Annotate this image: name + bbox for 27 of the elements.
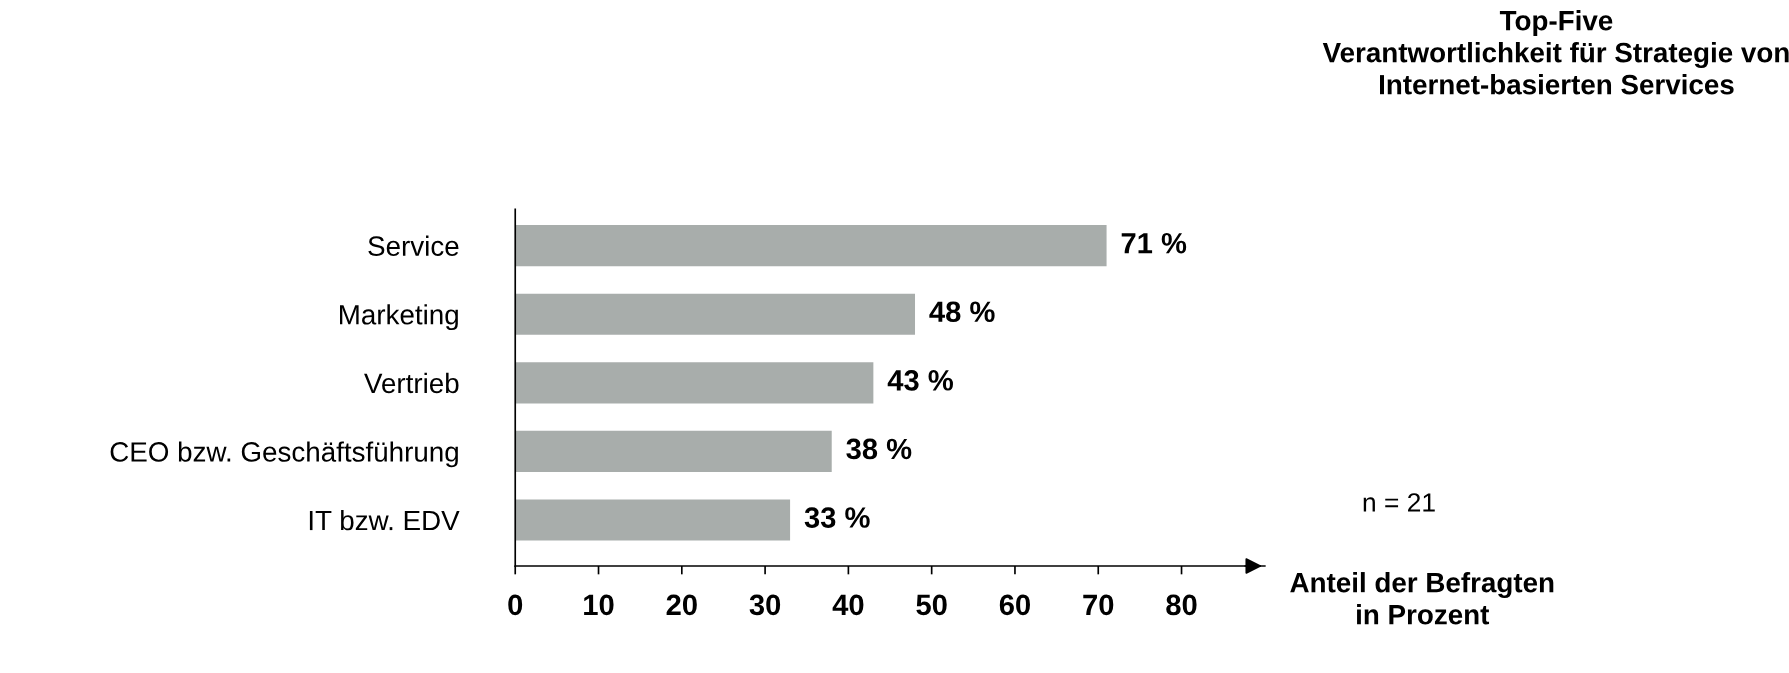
x-tick-label: 50: [916, 594, 947, 616]
x-tick-label: 30: [749, 594, 781, 616]
data-label: 43 %: [887, 370, 953, 391]
data-label: 71 %: [1121, 232, 1187, 254]
y-tick-label: Service: [368, 235, 459, 256]
y-tick-label: Vertrieb: [364, 372, 459, 394]
data-label: 33 %: [804, 507, 870, 528]
data-label: 38 %: [846, 438, 912, 460]
bar: [515, 430, 832, 473]
bar: [515, 225, 1107, 267]
text: n = 21: [1363, 493, 1435, 512]
x-tick-label: 60: [999, 594, 1030, 616]
x-tick-label: 0: [508, 594, 523, 616]
x-tick-label: 10: [584, 594, 614, 616]
y-tick-label: CEO bzw. Geschäftsführung: [110, 441, 458, 468]
text: Top-Five Verantwortlichkeit für Strategie von Internet-basierten Services: [1322, 10, 1789, 95]
bar: [515, 362, 874, 404]
x-tick-label: 70: [1083, 594, 1114, 616]
x-tick-label: 20: [666, 594, 697, 616]
y-tick-label: Marketing: [340, 304, 458, 331]
x-tick-label: 40: [832, 594, 864, 616]
x-axis-title: Anteil der Befragten in Prozent: [1290, 572, 1554, 625]
y-tick-label: IT bzw. EDV: [309, 509, 460, 531]
data-label: 48 %: [929, 301, 995, 323]
bar: [515, 499, 791, 541]
bar: [515, 293, 916, 335]
x-tick-label: 80: [1166, 594, 1197, 616]
